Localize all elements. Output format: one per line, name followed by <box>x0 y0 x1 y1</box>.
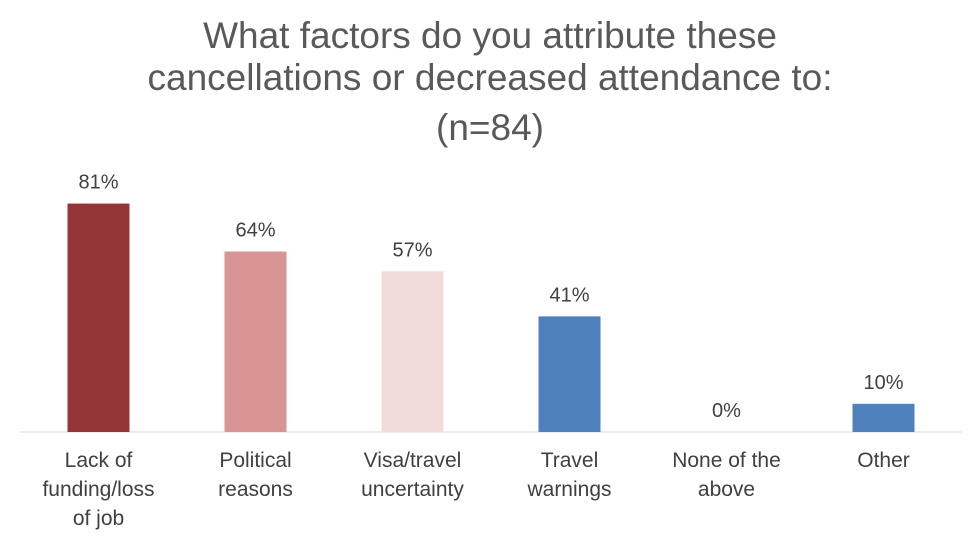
category-label-2-0: Visa/travel <box>364 449 462 472</box>
category-label-4-0: None of the <box>672 449 781 472</box>
category-label-5-0: Other <box>857 449 910 472</box>
bar-5 <box>852 403 915 432</box>
category-label-2-1: uncertainty <box>361 478 464 501</box>
category-label-3-1: warnings <box>526 478 611 501</box>
category-label-1-0: Political <box>219 449 291 472</box>
category-label-4-1: above <box>698 478 755 501</box>
value-label-5: 10% <box>863 372 903 394</box>
category-label-0-0: Lack of <box>65 449 133 472</box>
chart-title-line-3: (n=84) <box>436 107 544 148</box>
chart-title-line-2: cancellations or decreased attendance to… <box>147 57 833 98</box>
category-label-0-1: funding/loss <box>42 478 154 501</box>
bar-0 <box>67 203 130 432</box>
value-label-1: 64% <box>235 220 275 242</box>
category-label-1-1: reasons <box>218 478 293 501</box>
value-label-4: 0% <box>712 400 741 422</box>
value-label-3: 41% <box>549 284 589 306</box>
bar-1 <box>224 251 287 432</box>
bar-2 <box>381 271 444 432</box>
category-label-3-0: Travel <box>541 449 599 472</box>
chart-title-line-1: What factors do you attribute these <box>203 15 777 56</box>
category-label-0-2: of job <box>73 507 124 530</box>
value-label-2: 57% <box>392 239 432 261</box>
bar-3 <box>538 316 601 432</box>
value-label-0: 81% <box>78 172 118 194</box>
